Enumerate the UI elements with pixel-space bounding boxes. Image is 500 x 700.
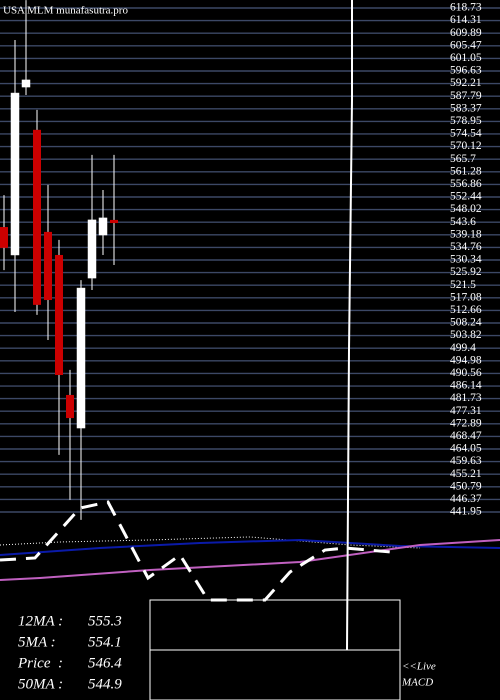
- vertical-marker: [346, 0, 353, 651]
- candle-body: [44, 231, 52, 301]
- y-tick-label: 512.66: [450, 304, 482, 316]
- indicator-panel: [0, 500, 500, 602]
- y-tick-label: 481.73: [450, 392, 482, 404]
- y-tick-label: 539.18: [450, 228, 482, 240]
- y-tick-label: 543.6: [450, 216, 476, 228]
- stats: 12MA : 555.3 5MA : 554.1 Price : 546.4 50MA : 5…: [17, 613, 122, 692]
- candle-body: [66, 394, 74, 419]
- stat-label: 50MA :: [18, 676, 63, 692]
- y-tick-label: 499.4: [450, 342, 476, 354]
- stat-label: 12MA :: [18, 613, 63, 629]
- candle-body: [76, 287, 86, 429]
- candle-body: [10, 92, 20, 256]
- y-tick-label: 521.5: [450, 279, 476, 291]
- y-tick-label: 618.73: [450, 2, 482, 14]
- y-tick-label: 578.95: [450, 115, 482, 127]
- stat-label: 5MA :: [18, 634, 56, 650]
- y-tick-label: 508.24: [450, 317, 482, 329]
- y-tick-label: 455.21: [450, 468, 482, 480]
- stat-value: 546.4: [88, 655, 122, 671]
- y-tick-label: 534.76: [450, 241, 482, 253]
- y-tick-label: 525.92: [450, 266, 482, 278]
- y-tick-label: 601.05: [450, 52, 482, 64]
- candle-body: [33, 129, 41, 305]
- y-tick-label: 592.21: [450, 77, 482, 89]
- y-tick-label: 614.31: [450, 14, 482, 26]
- y-tick-label: 570.12: [450, 140, 482, 152]
- chart-title: USA MLM munafasutra.pro: [3, 5, 128, 17]
- y-tick-label: 565.7: [450, 153, 476, 165]
- stat-value: 555.3: [88, 613, 122, 629]
- y-tick-label: 490.56: [450, 367, 482, 379]
- y-tick-label: 450.79: [450, 480, 482, 492]
- y-tick-label: 477.31: [450, 405, 482, 417]
- candle-body: [87, 219, 97, 279]
- y-tick-label: 459.63: [450, 455, 482, 467]
- candle-body: [21, 79, 31, 88]
- y-tick-label: 503.82: [450, 329, 482, 341]
- y-tick-label: 494.98: [450, 354, 482, 366]
- indicator-line: [0, 538, 500, 582]
- y-tick-label: 446.37: [450, 493, 482, 505]
- y-tick-label: 587.79: [450, 90, 482, 102]
- y-tick-label: 468.47: [450, 430, 482, 442]
- y-tick-label: 605.47: [450, 39, 482, 51]
- macd-label: <<Live: [402, 661, 436, 673]
- y-tick-label: 596.63: [450, 65, 482, 77]
- candles: [0, 0, 118, 520]
- macd-label: MACD: [401, 677, 433, 689]
- y-tick-label: 552.44: [450, 191, 482, 203]
- y-tick-label: 561.28: [450, 165, 482, 177]
- y-tick-label: 472.89: [450, 417, 482, 429]
- y-tick-label: 574.54: [450, 128, 482, 140]
- candle-body: [98, 217, 108, 236]
- y-tick-label: 464.05: [450, 443, 482, 455]
- candle-body: [110, 219, 118, 224]
- candle-body: [55, 254, 63, 376]
- indicator-line: [0, 500, 391, 602]
- y-tick-label: 530.34: [450, 254, 482, 266]
- y-tick-label: 548.02: [450, 203, 482, 215]
- y-axis: 618.73614.31609.89605.47601.05596.63592.…: [450, 2, 482, 518]
- y-tick-label: 556.86: [450, 178, 482, 190]
- y-tick-label: 441.95: [450, 506, 482, 518]
- y-tick-label: 486.14: [450, 380, 482, 392]
- y-tick-label: 609.89: [450, 27, 482, 39]
- stat-value: 544.9: [88, 676, 122, 692]
- stat-value: 554.1: [88, 634, 122, 650]
- y-tick-label: 517.08: [450, 291, 482, 303]
- candle-body: [0, 227, 8, 248]
- y-tick-label: 583.37: [450, 102, 482, 114]
- stat-label: Price :: [17, 655, 63, 671]
- grid: [0, 7, 500, 513]
